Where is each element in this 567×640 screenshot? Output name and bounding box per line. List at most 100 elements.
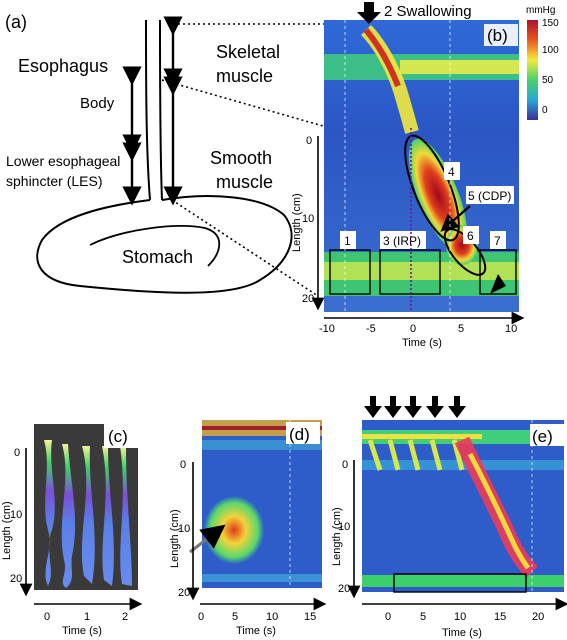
smooth-muscle-line1: Smooth (210, 148, 272, 168)
panel-b: 1 3 (IRP) 4 5 (CDP) 6 7 2 Swallowing (b)… (291, 2, 559, 349)
box-5-label: 5 (CDP) (468, 189, 511, 203)
panel-c-ribbon-2 (61, 444, 76, 588)
panel-c-xtick-1: 1 (84, 611, 90, 623)
panel-a-letter: (a) (5, 12, 27, 32)
esophagus-label: Esophagus (18, 56, 108, 76)
panel-c-ylabel: Length (cm) (1, 501, 13, 560)
panel-d-letter: (d) (289, 425, 310, 444)
panel-d-xtick-15: 15 (304, 611, 316, 623)
panel-b-xlabel: Time (s) (402, 337, 442, 349)
les-band-core (324, 262, 519, 280)
panel-c-ribbon-1 (44, 440, 55, 586)
box-1-label: 1 (344, 234, 351, 248)
swallow-arrow-icon-2 (384, 396, 402, 418)
colorbar-unit: mmHg (526, 5, 555, 16)
panel-c: (c) 0 10 20 Length (cm) 0 1 2 Time (s) (1, 424, 143, 637)
panel-e-les-band (362, 575, 564, 587)
colorbar (527, 20, 538, 120)
panel-e-wave-core (467, 452, 531, 570)
upper-band-core (400, 60, 519, 74)
box-5-tag (466, 186, 514, 204)
panel-d-xtick-5: 5 (232, 611, 238, 623)
swallow-trail-core (363, 28, 401, 88)
panel-c-ytick-10: 10 (10, 509, 22, 521)
colorbar-tick-150: 150 (542, 18, 559, 29)
panel-c-ribbon-4 (102, 446, 114, 586)
panel-e-xlabel: Time (s) (442, 627, 482, 639)
panel-d-arrow (189, 524, 226, 554)
panel-b-ytick-0: 0 (306, 135, 312, 147)
panel-b-ytick-20: 20 (302, 293, 314, 305)
panel-e-ytick-0: 0 (342, 459, 348, 471)
panel-e-xtick-10: 10 (454, 611, 466, 623)
panel-e-ytick-20: 20 (338, 583, 350, 595)
panel-d-bolus (204, 496, 264, 564)
swallow-arrow-icon-5 (448, 396, 466, 418)
box-3-irp (379, 249, 441, 295)
colorbar-tick-100: 100 (542, 45, 559, 56)
distal-arrowhead (490, 274, 506, 294)
box-1 (329, 249, 371, 295)
panel-e-letter-bg (530, 424, 564, 446)
stomach-label: Stomach (122, 247, 193, 267)
panel-b-ytick-10: 10 (302, 213, 314, 225)
swallow-arrow-icon (357, 2, 381, 24)
panel-b-ylabel: Length (cm) (291, 193, 303, 252)
panel-b-letter-bg (484, 24, 518, 46)
panel-a: (a) Esophagus Body Lower esophageal sphi… (5, 12, 331, 297)
panel-b-xtick-0: 0 (410, 323, 416, 335)
panel-e-letter: (e) (532, 427, 553, 446)
box-3-label: 3 (IRP) (383, 234, 421, 248)
panel-d-ytick-20: 20 (178, 587, 190, 599)
panel-c-xlabel: Time (s) (62, 625, 102, 637)
panel-e-top-band-core (362, 434, 482, 439)
swallow-arrow-icon-3 (404, 396, 422, 418)
panel-d-top-band-line (202, 426, 322, 430)
panel-c-ribbon-3 (81, 446, 95, 584)
panel-e-ytick-10: 10 (338, 521, 350, 533)
panel-d-ytick-0: 0 (180, 459, 186, 471)
panel-d-xlabel: Time (s) (236, 625, 276, 637)
cdp-arrow (440, 205, 471, 232)
smooth-muscle-line2: muscle (216, 172, 273, 192)
box-4-tag (444, 162, 460, 180)
panel-b-xtick-m10: -10 (319, 323, 335, 335)
panel-e-box (393, 573, 527, 593)
panel-c-letter-bg (104, 424, 138, 448)
stomach-inner-curve (89, 225, 221, 267)
panel-d: (d) 0 10 20 Length (cm) 0 5 10 15 Time (… (169, 420, 327, 637)
box-7-label: 7 (494, 234, 501, 248)
box-6-label: 6 (467, 229, 474, 243)
box-7-tag (490, 231, 506, 249)
panel-d-letter-bg (286, 422, 320, 444)
panel-c-ytick-0: 0 (14, 447, 20, 459)
panel-b-xtick-5: 5 (458, 323, 464, 335)
panel-c-ribbon-5 (120, 446, 132, 586)
connector-bottom (171, 199, 319, 297)
box-7 (479, 249, 517, 295)
panel-e-xtick-15: 15 (494, 611, 506, 623)
panel-e: (e) 0 10 20 Length (cm) 0 5 10 15 20 Tim… (331, 396, 567, 639)
colorbar-tick-0: 0 (542, 105, 548, 116)
body-label: Body (80, 95, 115, 112)
panel-b-xtick-10: 10 (505, 323, 517, 335)
panel-c-letter: (c) (108, 427, 128, 446)
box-3-tag (380, 231, 426, 249)
panel-d-ylabel: Length (cm) (169, 509, 181, 568)
colorbar-tick-50: 50 (542, 75, 554, 86)
connector-mid (161, 79, 331, 129)
panel-b-letter: (b) (487, 26, 508, 45)
esophagus-outline-left (145, 19, 151, 201)
panel-d-ytick-10: 10 (178, 523, 190, 535)
panel-e-swallow-traces (367, 439, 465, 471)
panel-e-xtick-5: 5 (420, 611, 426, 623)
swallow-arrow-icon-1 (364, 396, 382, 418)
les-label-line1: Lower esophageal (6, 153, 120, 169)
panel-c-xtick-2: 2 (122, 611, 128, 623)
panel-d-xtick-0: 0 (198, 611, 204, 623)
stomach-outline (36, 195, 293, 294)
les-label-line2: sphincter (LES) (6, 173, 102, 189)
panel-e-xtick-0: 0 (385, 611, 391, 623)
panel-b-xtick-m5: -5 (366, 323, 376, 335)
